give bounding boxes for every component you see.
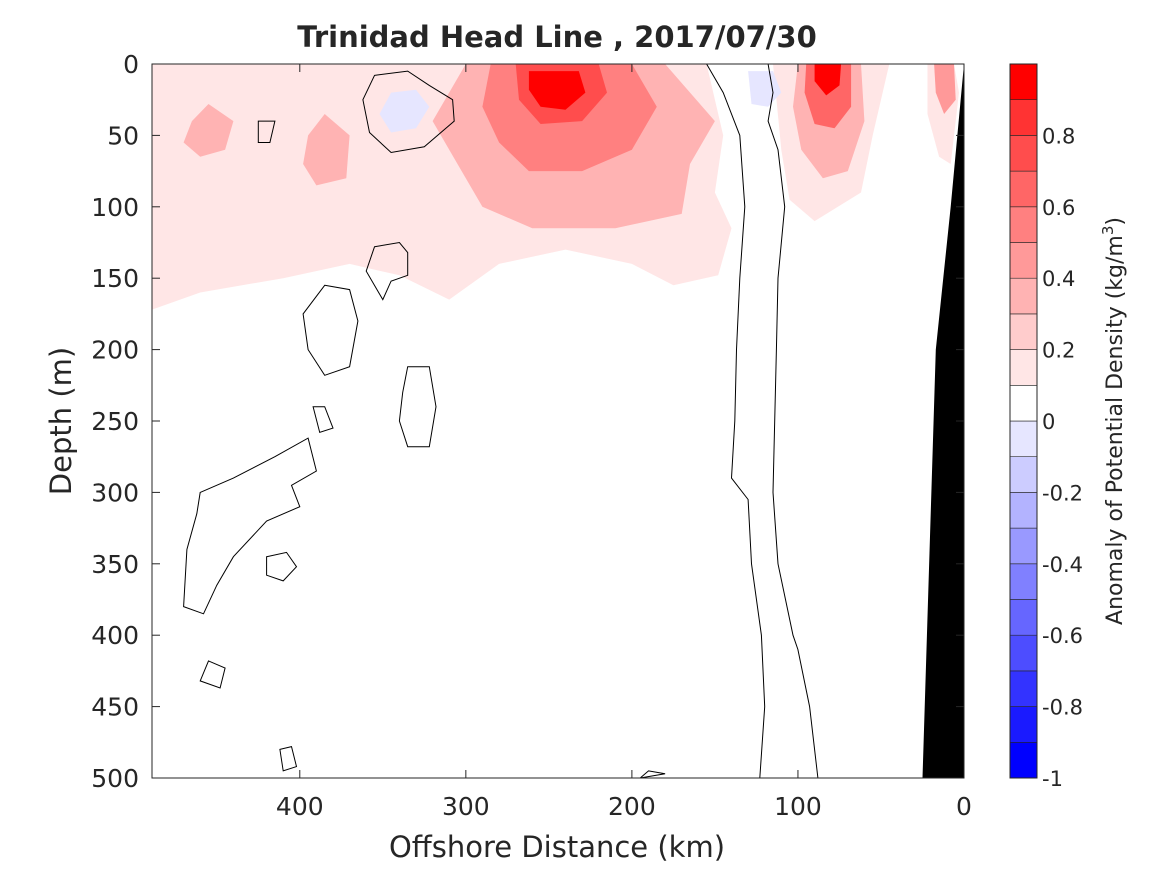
front-line-inner: [767, 64, 819, 778]
contour-small-430: [199, 660, 226, 689]
y-tick-label-100: 100: [91, 193, 139, 222]
contour-small-350: [266, 551, 298, 582]
colorbar-swatches: [1009, 63, 1038, 779]
contour-eddy-offshore: [362, 70, 455, 154]
colorbar-swatch-7: [1009, 492, 1038, 529]
zero-contours: [183, 64, 819, 778]
y-tick-label-300: 300: [91, 478, 139, 507]
colorbar-swatch-8: [1009, 456, 1038, 493]
anomaly-regions: [152, 64, 959, 310]
contour-small-255: [312, 406, 334, 434]
colorbar-swatch-13: [1009, 277, 1038, 315]
colorbar-swatch-14: [1009, 242, 1038, 279]
colorbar-tick-label--0.4: -0.4: [1042, 553, 1083, 577]
anomaly-region-neg-eddy-offshore: [379, 89, 430, 133]
contour-small-1: [257, 120, 276, 143]
colorbar-swatch-4: [1009, 599, 1038, 636]
y-tick-label-250: 250: [91, 407, 139, 436]
anomaly-region-main-core-peak: [528, 71, 586, 110]
bathymetry: [922, 64, 964, 778]
colorbar-swatch-10: [1009, 384, 1038, 422]
colorbar-swatch-19: [1009, 63, 1038, 101]
colorbar-label-suffix: ): [1103, 217, 1128, 226]
y-tick-label-150: 150: [91, 264, 139, 293]
colorbar-tick-label--1: -1: [1042, 767, 1063, 791]
colorbar-label: Anomaly of Potential Density (kg/m3): [1099, 217, 1128, 625]
colorbar-frame: [1009, 63, 1038, 779]
colorbar-label-superscript: 3: [1099, 226, 1117, 236]
colorbar-swatch-16: [1009, 170, 1038, 208]
colorbar-swatch-0: [1009, 741, 1038, 779]
contour-small-480: [279, 745, 298, 772]
colorbar-swatch-6: [1009, 527, 1038, 565]
x-tick-label-0: 0: [956, 792, 972, 821]
colorbar-swatch-17: [1009, 135, 1038, 172]
bathymetry-fill: [922, 64, 964, 778]
y-tick-label-500: 500: [91, 764, 139, 793]
y-tick-label-400: 400: [91, 621, 139, 650]
x-tick-label-300: 300: [442, 792, 490, 821]
colorbar-swatch-11: [1009, 349, 1038, 386]
y-tick-label-350: 350: [91, 550, 139, 579]
y-tick-label-0: 0: [123, 50, 139, 79]
x-axis: 400 300 200 100 0: [276, 64, 972, 821]
colorbar-tick-label-0: 0: [1042, 410, 1055, 434]
anomaly-region-neg-eddy-slope: [748, 71, 782, 107]
colorbar-swatch-1: [1009, 706, 1038, 743]
contour-small-500: [639, 770, 666, 778]
y-tick-label-50: 50: [107, 121, 139, 150]
colorbar-tick-label-0.2: 0.2: [1042, 339, 1075, 363]
anomaly-region-coastal-core: [934, 64, 956, 114]
chart-title: Trinidad Head Line , 2017/07/30: [297, 20, 817, 54]
y-axis-label: Depth (m): [44, 347, 78, 495]
colorbar-tick-label--0.6: -0.6: [1042, 624, 1083, 648]
colorbar-swatch-3: [1009, 634, 1038, 672]
colorbar-swatch-12: [1009, 313, 1038, 350]
front-line-outer: [706, 64, 766, 778]
x-axis-label: Offshore Distance (km): [389, 830, 725, 864]
contour-ring-200: [302, 284, 359, 376]
colorbar-swatch-9: [1009, 420, 1038, 458]
colorbar-ticks: 0.8 0.6 0.4 0.2 0 -0.2 -0.4 -0.6 -0.8 -1: [1042, 124, 1083, 791]
colorbar-swatch-2: [1009, 670, 1038, 707]
colorbar-swatch-5: [1009, 563, 1038, 600]
anomaly-region-shelf-core-peak: [814, 64, 842, 96]
y-axis: 0 50 100 150 200 250 300 350 400 450 500: [91, 50, 964, 793]
plot-area: [151, 63, 965, 779]
y-tick-label-450: 450: [91, 693, 139, 722]
colorbar-tick-label-0.6: 0.6: [1042, 196, 1075, 220]
colorbar-label-text: Anomaly of Potential Density (kg/m: [1103, 235, 1128, 625]
anomaly-region-offshore-core-weak-2: [303, 114, 350, 186]
contour-deep-offshore: [183, 437, 317, 615]
colorbar-tick-label-0.4: 0.4: [1042, 267, 1075, 291]
x-tick-label-100: 100: [774, 792, 822, 821]
colorbar-tick-label--0.2: -0.2: [1042, 481, 1083, 505]
colorbar-tick-label-0.8: 0.8: [1042, 124, 1075, 148]
contour-ring-250: [398, 366, 437, 448]
contour-ring-130: [365, 241, 409, 301]
colorbar: 0.8 0.6 0.4 0.2 0 -0.2 -0.4 -0.6 -0.8 -1 Anomaly …: [1009, 63, 1128, 791]
x-tick-label-400: 400: [276, 792, 324, 821]
y-tick-label-200: 200: [91, 336, 139, 365]
colorbar-tick-label--0.8: -0.8: [1042, 696, 1083, 720]
anomaly-region-offshore-core-weak: [183, 104, 234, 157]
x-tick-label-200: 200: [608, 792, 656, 821]
colorbar-swatch-15: [1009, 206, 1038, 243]
colorbar-swatch-18: [1009, 99, 1038, 136]
